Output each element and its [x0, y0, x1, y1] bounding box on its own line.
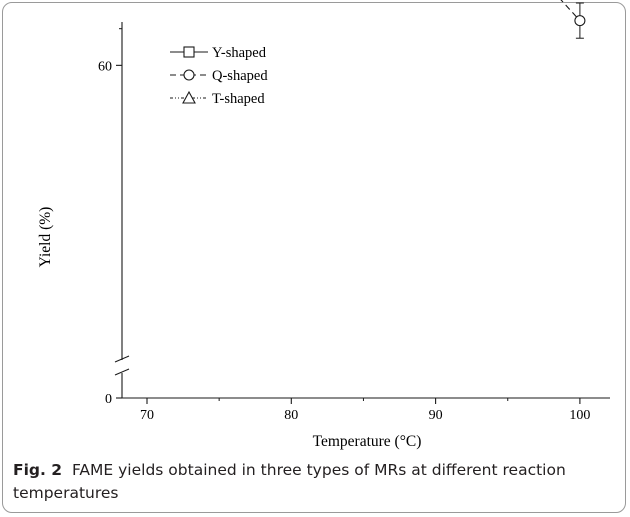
circle-marker — [574, 15, 586, 27]
circle-marker — [183, 69, 195, 81]
x-tick-label: 80 — [284, 408, 298, 423]
legend-label: Q-shaped — [212, 68, 268, 84]
y-tick-label: 70 — [98, 0, 112, 1]
figure-caption: Fig. 2 FAME yields obtained in three typ… — [13, 459, 613, 505]
y-tick-label: 60 — [98, 59, 112, 74]
caption-label: Fig. 2 — [13, 461, 63, 479]
tick-labels: 060708090100708090100 — [98, 0, 590, 423]
series-q-shaped — [560, 0, 586, 39]
figure-frame — [2, 2, 626, 513]
y-axis-label: Yield (%) — [37, 207, 54, 268]
legend-label: T-shaped — [212, 91, 265, 107]
x-axis-label: Temperature (°C) — [313, 433, 422, 450]
y-tick-label: 0 — [105, 392, 112, 407]
legend-item: Y-shaped — [170, 45, 267, 61]
legend-item: Q-shaped — [170, 68, 268, 84]
caption-text: FAME yields obtained in three types of M… — [13, 461, 566, 502]
triangle-marker — [182, 90, 196, 104]
x-tick-label: 70 — [140, 408, 154, 423]
x-tick-label: 90 — [429, 408, 443, 423]
legend-item: T-shaped — [170, 90, 265, 107]
series-group — [560, 0, 586, 39]
axis-break-mark — [114, 368, 130, 376]
x-tick-label: 100 — [569, 408, 590, 423]
legend-label: Y-shaped — [212, 45, 267, 61]
series-line — [560, 0, 581, 21]
legend: Y-shaped Q-shaped T-shaped — [170, 45, 268, 107]
axis-break-mark — [114, 355, 130, 363]
square-marker — [183, 46, 195, 58]
axes — [114, 22, 610, 404]
